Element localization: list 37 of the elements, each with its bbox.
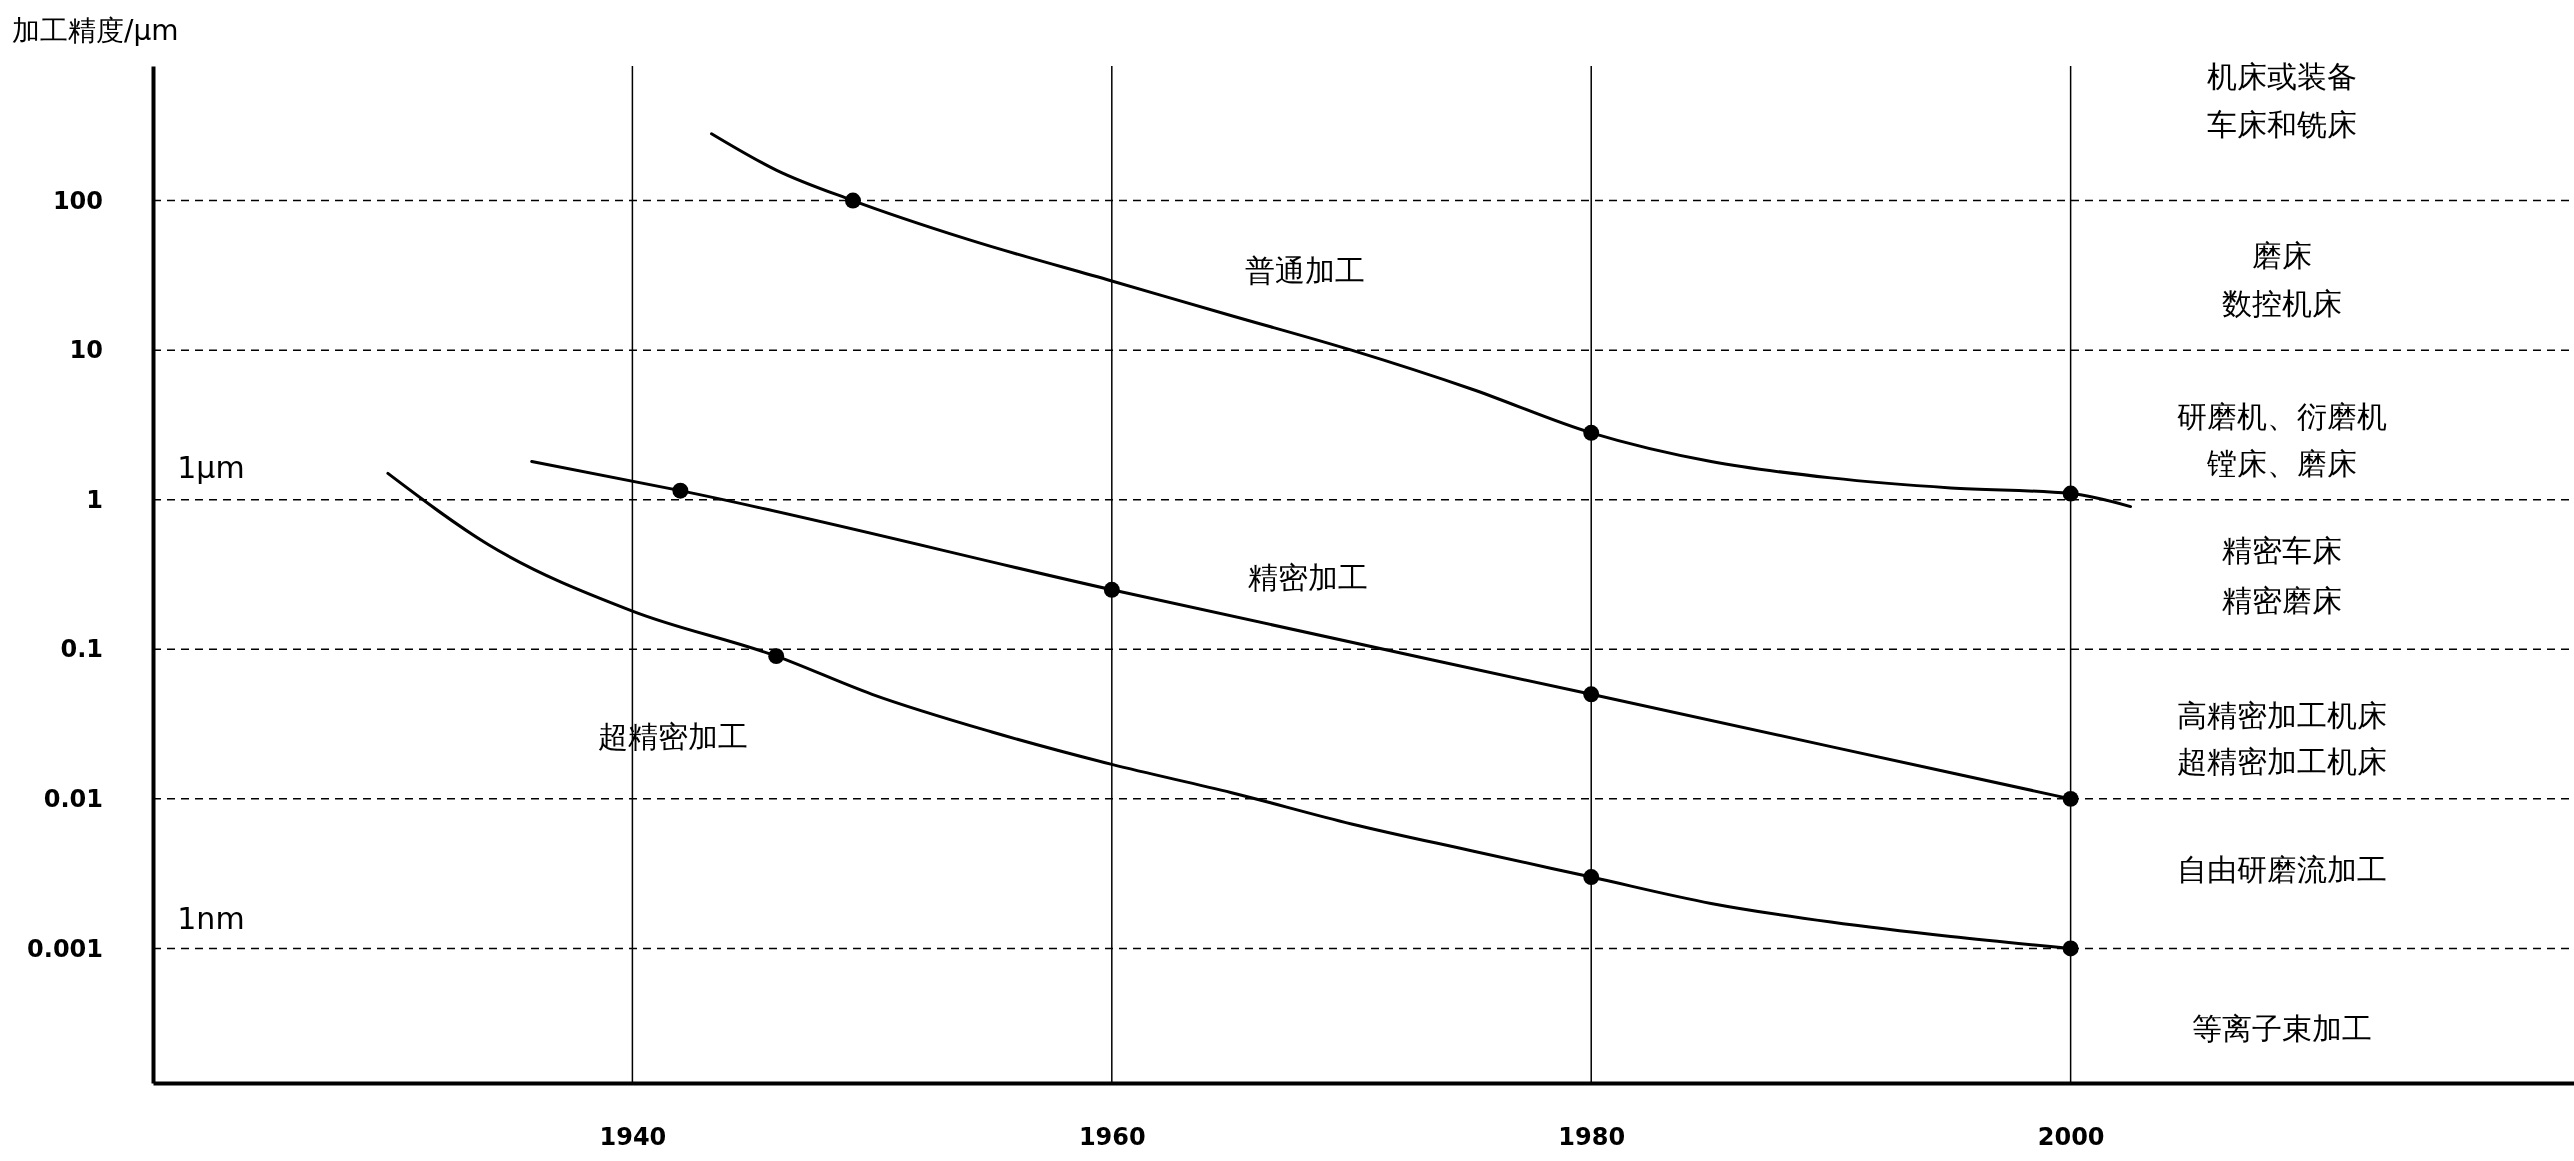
- annotation: 车床和铣床: [2206, 106, 2357, 142]
- point: [1583, 424, 1600, 441]
- point: [2062, 485, 2079, 502]
- annotation: 镗床、磨床: [2205, 446, 2357, 482]
- annotation: 数控机床: [2221, 285, 2342, 321]
- point: [672, 482, 689, 499]
- y-tick-label: 1: [86, 485, 103, 514]
- y-tick-label: 0.001: [27, 934, 103, 963]
- annotation: 机床或装备: [2206, 59, 2357, 94]
- x-tick-label: 1960: [1078, 1123, 1146, 1152]
- x-tick-label: 2000: [2037, 1123, 2105, 1152]
- annotation: 等离子束加工: [2191, 1011, 2372, 1047]
- point: [768, 648, 785, 665]
- annotation: 精密车床: [2221, 533, 2342, 569]
- annotation: 1nm: [177, 901, 245, 937]
- point: [1583, 686, 1600, 703]
- x-tick-label: 1940: [599, 1123, 667, 1152]
- y-tick-label: 10: [69, 336, 103, 365]
- annotation: 1μm: [177, 449, 245, 485]
- annotation: 精密加工: [1248, 559, 1369, 595]
- annotation: 研磨机、衍磨机: [2176, 398, 2387, 434]
- annotation: 高精密加工机床: [2176, 697, 2387, 733]
- x-tick-label: 1980: [1558, 1123, 1626, 1152]
- y-tick-label: 0.1: [60, 635, 103, 664]
- point: [1103, 581, 1120, 598]
- annotation: 普通加工: [1245, 252, 1366, 288]
- y-tick-label: 100: [52, 186, 103, 215]
- point: [844, 192, 861, 209]
- annotation: 超精密加工机床: [2176, 743, 2387, 779]
- annotation: 精密磨床: [2221, 582, 2342, 618]
- annotation: 自由研磨流加工: [2176, 851, 2387, 887]
- point: [2062, 940, 2079, 957]
- point: [2062, 790, 2079, 807]
- point: [1583, 869, 1600, 886]
- y-axis-title: 加工精度/μm: [12, 14, 179, 47]
- y-tick-label: 0.01: [43, 785, 103, 814]
- annotation: 磨床: [2251, 237, 2312, 273]
